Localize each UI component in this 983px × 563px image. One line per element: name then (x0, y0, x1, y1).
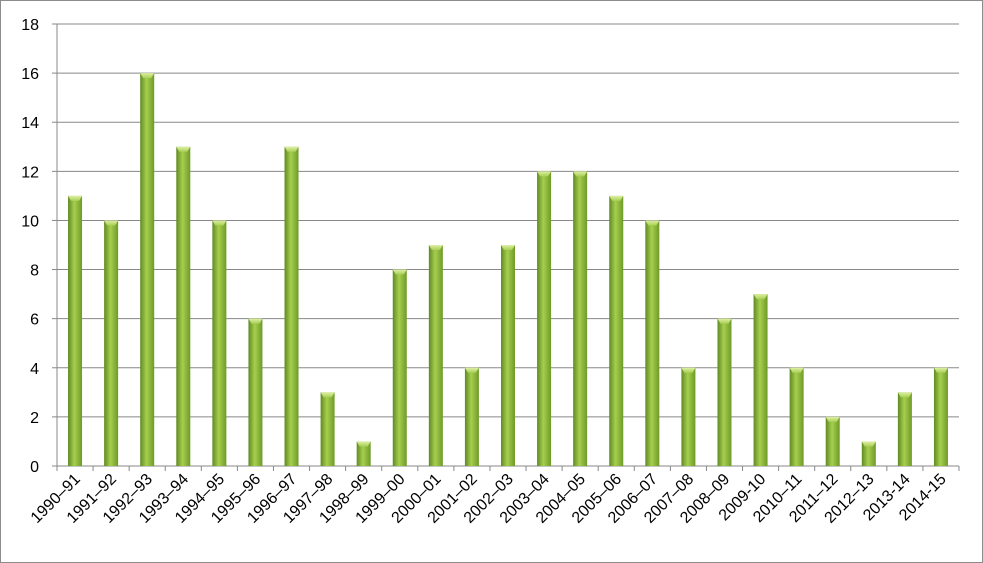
bar-cap (212, 220, 227, 226)
bar-cap (176, 146, 191, 152)
bar (753, 294, 768, 466)
bar-body (897, 392, 912, 466)
bar-body (681, 367, 696, 466)
bar-cap (356, 441, 371, 447)
bar-cap (933, 367, 948, 373)
bar-cap (464, 367, 479, 373)
bar-body (501, 245, 515, 466)
bar-body (861, 441, 876, 466)
bar (537, 171, 552, 467)
bar-body (428, 245, 443, 466)
x-axis-ticks: 1990–911991–921992–931993–941994–951995–… (28, 466, 960, 527)
bar-body (464, 367, 479, 466)
bar (933, 367, 948, 466)
y-tick-label: 2 (30, 410, 39, 427)
y-tick-label: 4 (30, 361, 39, 378)
bar (320, 392, 335, 466)
bar (501, 245, 515, 466)
bar-cap (609, 195, 624, 201)
gridlines (56, 23, 959, 467)
bar (248, 318, 263, 466)
bar (464, 367, 479, 466)
y-tick-label: 6 (30, 312, 39, 329)
bar (645, 220, 660, 466)
bar-cap (248, 318, 263, 324)
bar-body (392, 269, 407, 466)
bar (104, 220, 119, 466)
bar (609, 195, 624, 466)
bar-cap (501, 245, 515, 250)
bar (140, 73, 155, 466)
y-tick-label: 8 (30, 263, 39, 280)
bar-cap (789, 367, 804, 373)
bar-cap (825, 416, 840, 422)
bar (861, 441, 876, 466)
bar (717, 318, 732, 466)
bar-body (248, 318, 263, 466)
bar-cap (537, 171, 552, 177)
bar (789, 367, 804, 466)
bar (428, 245, 443, 466)
bar-cap (428, 245, 443, 250)
bar-cap (320, 392, 335, 398)
bar-cap (645, 220, 660, 226)
y-tick-label: 18 (21, 17, 39, 34)
bars (68, 73, 948, 467)
bar-body (176, 146, 191, 466)
y-tick-label: 0 (30, 459, 39, 476)
bar-cap (681, 367, 696, 373)
y-tick-label: 16 (21, 66, 39, 83)
y-tick-label: 10 (21, 213, 39, 230)
bar-cap (392, 269, 407, 275)
bar-cap (104, 220, 119, 226)
bar-cap (140, 73, 155, 79)
bar-body (356, 441, 371, 466)
bar-body (573, 171, 588, 467)
bar (68, 195, 83, 466)
bar-body (789, 367, 804, 466)
bar-body (284, 146, 299, 466)
bar-body (68, 195, 83, 466)
bar-body (140, 73, 155, 466)
bar (825, 416, 840, 466)
bar-body (537, 171, 552, 467)
bar-cap (68, 195, 83, 201)
bar (681, 367, 696, 466)
bar-body (212, 220, 227, 466)
bar (573, 171, 588, 467)
bar-body (645, 220, 660, 466)
bar (176, 146, 191, 466)
bar (356, 441, 371, 466)
bar-cap (573, 171, 588, 177)
bar-body (320, 392, 335, 466)
bar-cap (897, 392, 912, 398)
bar-body (753, 294, 768, 466)
bar-body (825, 416, 840, 466)
bar-cap (284, 146, 299, 152)
bar (897, 392, 912, 466)
bar-cap (717, 318, 732, 324)
y-tick-label: 14 (21, 115, 39, 132)
y-axis-ticks: 0 2 4 6 8 10 12 14 16 18 (21, 17, 57, 476)
bar-body (104, 220, 119, 466)
bar-cap (753, 294, 768, 300)
bar (212, 220, 227, 466)
bar-body (609, 195, 624, 466)
bar (392, 269, 407, 466)
bar-body (717, 318, 732, 466)
bar-cap (861, 441, 876, 447)
y-tick-label: 12 (21, 164, 39, 181)
bar (284, 146, 299, 466)
bar-body (933, 367, 948, 466)
